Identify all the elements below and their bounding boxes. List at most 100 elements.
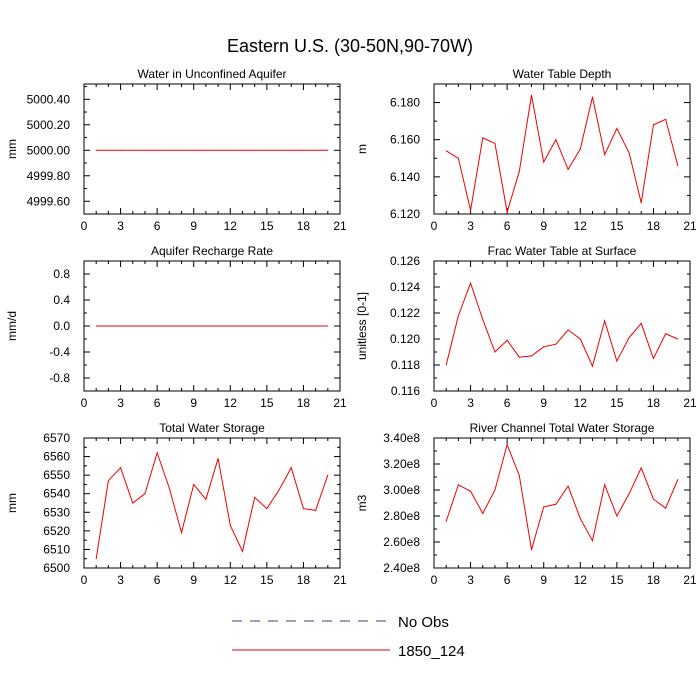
- panel-3-data-point: [302, 325, 304, 327]
- panel-3-data-point: [290, 325, 292, 327]
- panel-2-data-point: [494, 142, 496, 144]
- panel-2-data-point: [543, 161, 545, 163]
- panel-2-data-point: [531, 94, 533, 96]
- panel-4-xtick-label: 15: [610, 396, 624, 410]
- panel-5-xtick-label: 15: [260, 573, 274, 587]
- panel-1-xtick-label: 18: [297, 219, 311, 233]
- panel-6-title: River Channel Total Water Storage: [470, 421, 655, 435]
- panel-4-data-point: [628, 337, 630, 339]
- panel-5-data-point: [95, 558, 97, 560]
- panel-5-data-point: [327, 474, 329, 476]
- panel-3-ytick-label: 0.0: [53, 319, 70, 333]
- panel-1-data-point: [254, 149, 256, 151]
- panel-3-xtick-label: 15: [260, 396, 274, 410]
- panel-2-data-point: [591, 96, 593, 98]
- panel-2-data-point: [640, 202, 642, 204]
- panel-1-data-point: [217, 149, 219, 151]
- panel-6-data-point: [445, 520, 447, 522]
- panel-6-xtick-label: 3: [467, 573, 474, 587]
- panel-6-ytick-label: 3.00e8: [383, 483, 420, 497]
- panel-5: Total Water Storage mm 0 3 6 9 12 15 18 21 6500 651…: [5, 421, 347, 587]
- panel-5-title: Total Water Storage: [159, 421, 265, 435]
- panel-4-data-point: [531, 355, 533, 357]
- panel-4-ytick-label: 0.116: [391, 384, 420, 398]
- panel-5-data-point: [181, 532, 183, 534]
- panel-2-data-point: [555, 139, 557, 141]
- panel-3-ytick-label: -0.4: [49, 345, 70, 359]
- panel-1-ylabel: mm: [5, 139, 19, 159]
- panel-4-xtick-label: 6: [504, 396, 511, 410]
- panel-5-data-point: [205, 498, 207, 500]
- panel-6-xtick-label: 12: [574, 573, 588, 587]
- panel-3-data-point: [120, 325, 122, 327]
- panel-3-xtick-label: 21: [333, 396, 347, 410]
- panel-4-data-point: [640, 322, 642, 324]
- panel-2-data-point: [579, 148, 581, 150]
- panel-3-ylabel: mm/d: [5, 311, 19, 341]
- panel-6-data-point: [591, 540, 593, 542]
- panel-2-data-point: [628, 152, 630, 154]
- panel-5-xtick-label: 12: [224, 573, 238, 587]
- panel-3-title: Aquifer Recharge Rate: [151, 244, 273, 258]
- panel-5-xtick-label: 3: [117, 573, 124, 587]
- panel-2-data-point: [482, 137, 484, 139]
- panel-3-data-point: [156, 325, 158, 327]
- panel-3-xtick-label: 18: [297, 396, 311, 410]
- panel-5-data-point: [120, 467, 122, 469]
- panel-4-title: Frac Water Table at Surface: [488, 244, 637, 258]
- panel-3-data-point: [144, 325, 146, 327]
- panel-3-xtick-label: 6: [154, 396, 161, 410]
- panel-6-data-point: [531, 549, 533, 551]
- panel-2-title: Water Table Depth: [513, 67, 612, 81]
- panel-3-data-point: [327, 325, 329, 327]
- panel-2: Water Table Depth m 0 3 6 9 12 15 18 21 6.120 6.140…: [355, 67, 697, 233]
- panel-2-data-point: [457, 157, 459, 159]
- panel-1-data-point: [315, 149, 317, 151]
- panel-2-xtick-label: 12: [574, 219, 588, 233]
- panel-4-series-line: [445, 281, 679, 368]
- panel-5-data-point: [132, 502, 134, 504]
- panel-3-xtick-label: 12: [224, 396, 238, 410]
- panel-4-data-point: [579, 338, 581, 340]
- panel-1-ytick-label: 5000.00: [27, 143, 71, 157]
- panel-1-data-point: [193, 149, 195, 151]
- panel-2-data-point: [506, 211, 508, 213]
- panel-5-ytick-label: 6520: [43, 524, 70, 538]
- panel-1-xtick-label: 15: [260, 219, 274, 233]
- panel-4-data-point: [506, 339, 508, 341]
- panel-6-data-point: [543, 506, 545, 508]
- panel-6-data-point: [628, 493, 630, 495]
- panel-3-data-point: [95, 325, 97, 327]
- panel-3-data-point: [254, 325, 256, 327]
- panel-5-xtick-label: 21: [333, 573, 347, 587]
- panel-2-data-point: [518, 170, 520, 172]
- panel-5-data-point: [107, 480, 109, 482]
- panel-4-data-point: [665, 333, 667, 335]
- panel-6-xtick-label: 9: [540, 573, 547, 587]
- panel-1-ytick-label: 4999.60: [27, 194, 71, 208]
- panel-6-xtick-label: 0: [431, 573, 438, 587]
- panel-3-data-point: [241, 325, 243, 327]
- panel-2-xtick-label: 0: [431, 219, 438, 233]
- panel-2-frame: [433, 83, 691, 215]
- panel-4-ytick-label: 0.118: [391, 358, 420, 372]
- panel-1-xtick-label: 3: [117, 219, 124, 233]
- panel-6-ytick-label: 3.20e8: [383, 457, 420, 471]
- panel-6-ylabel: m3: [355, 494, 369, 511]
- panel-5-xtick-label: 6: [154, 573, 161, 587]
- panel-4-data-point: [518, 356, 520, 358]
- panel-2-data-point: [470, 209, 472, 211]
- panel-6-data-point: [604, 484, 606, 486]
- panel-5-ytick-label: 6510: [43, 542, 70, 556]
- panel-1-data-point: [302, 149, 304, 151]
- panel-5-ytick-label: 6530: [43, 505, 70, 519]
- panel-6-data-point: [567, 485, 569, 487]
- panel-1-data-point: [229, 149, 231, 151]
- panel-4-data-point: [457, 315, 459, 317]
- panel-6-ytick-label: 3.40e8: [383, 431, 420, 445]
- panel-6-data-point: [494, 489, 496, 491]
- panel-2-ytick-label: 6.160: [390, 133, 420, 147]
- panel-3-data-point: [217, 325, 219, 327]
- panel-2-data-point: [677, 165, 679, 167]
- panel-4-xtick-label: 18: [647, 396, 661, 410]
